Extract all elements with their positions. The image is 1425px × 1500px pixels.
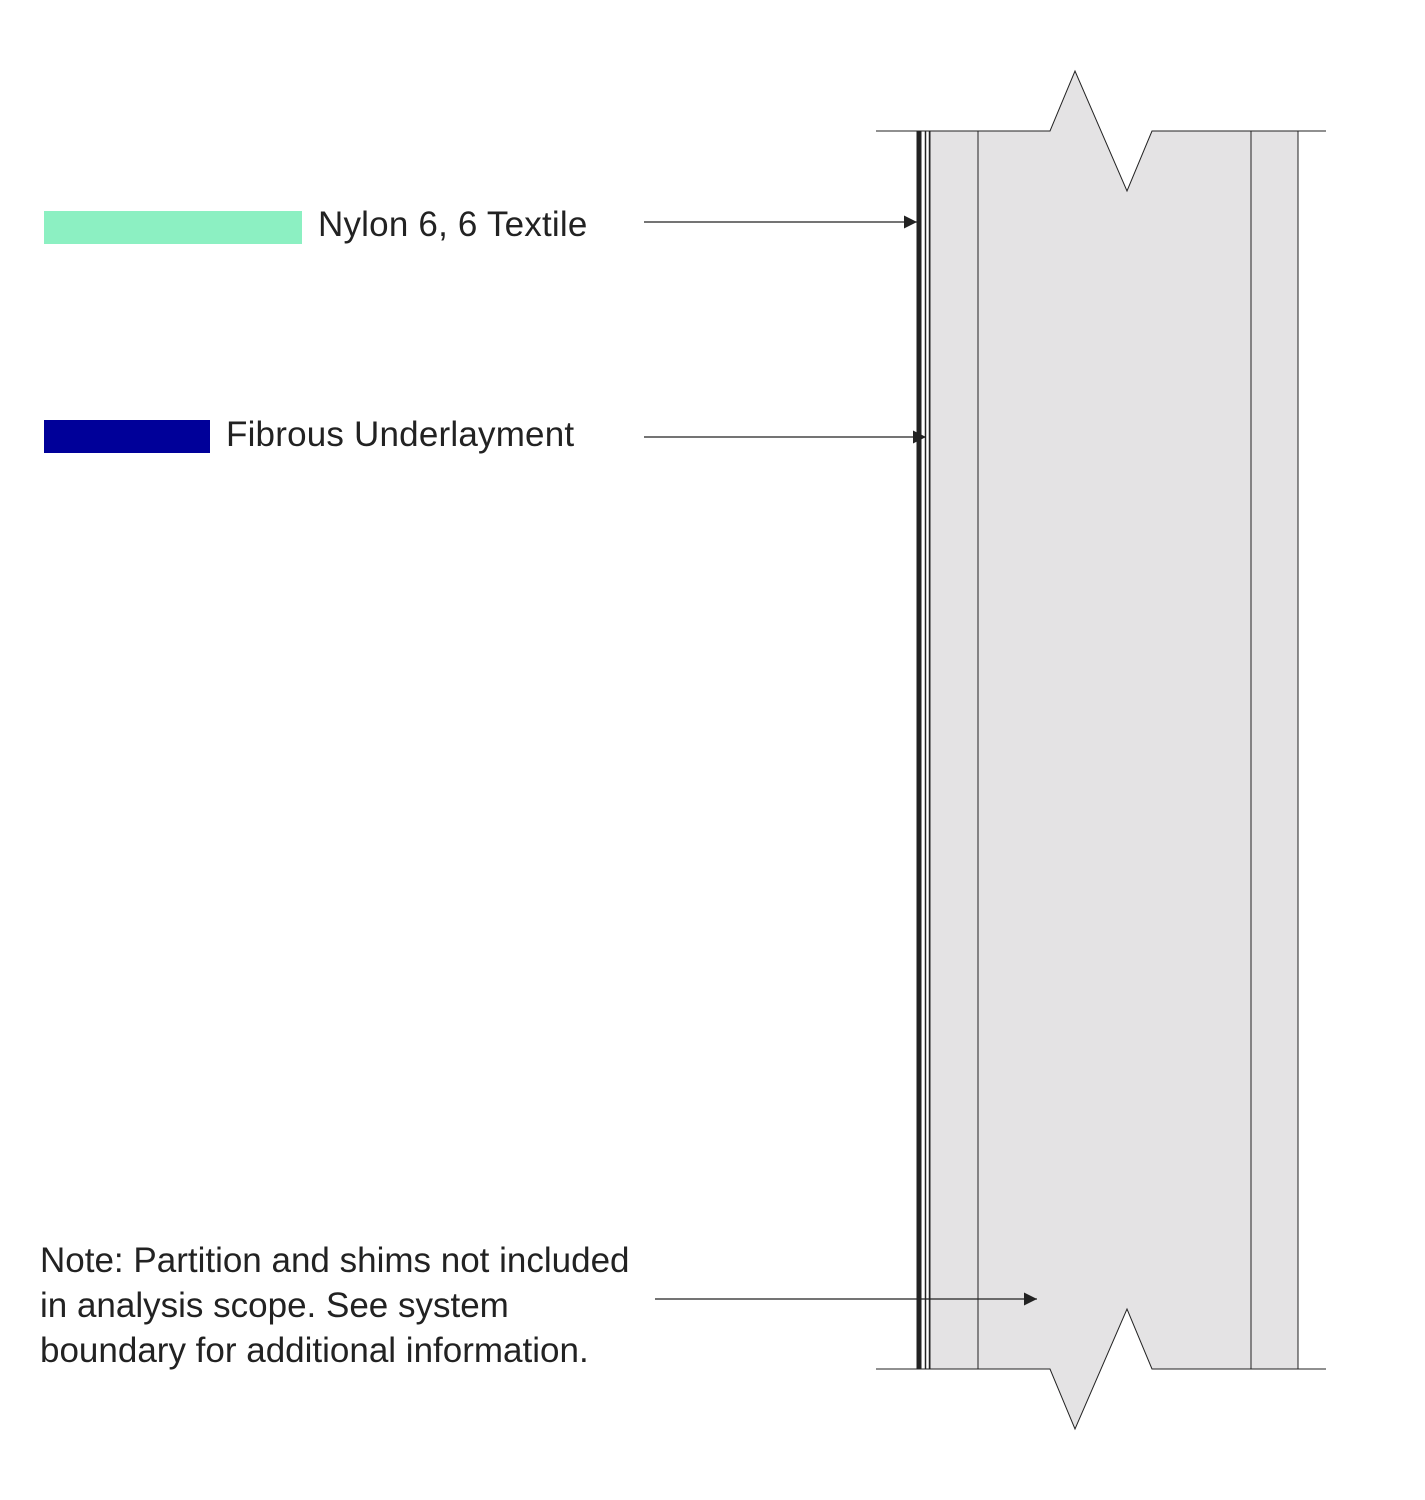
nylon-textile-swatch xyxy=(44,211,302,244)
wall-partition-body xyxy=(929,69,1299,1431)
fibrous-underlayment-label: Fibrous Underlayment xyxy=(226,415,575,454)
scope-note: Note: Partition and shims not included i… xyxy=(40,1241,630,1370)
nylon-textile-label: Nylon 6, 6 Textile xyxy=(318,205,588,244)
fibrous-underlayment-swatch xyxy=(44,420,210,453)
